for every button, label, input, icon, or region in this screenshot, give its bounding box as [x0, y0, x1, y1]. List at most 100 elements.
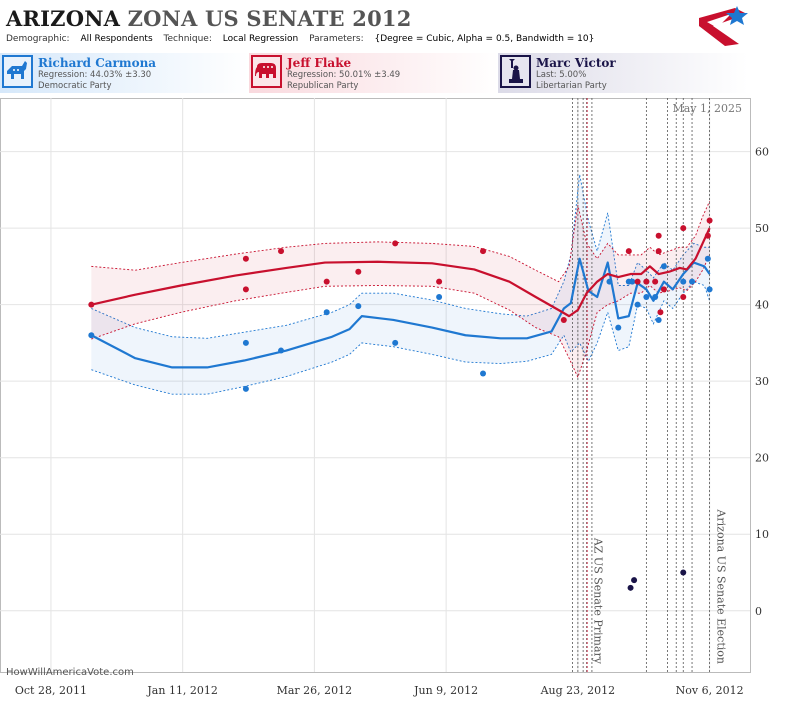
poll-point — [655, 248, 662, 255]
poll-point — [629, 278, 636, 285]
poll-point — [278, 347, 285, 354]
candidate-name: Jeff Flake — [287, 56, 352, 70]
poll-point — [606, 278, 613, 285]
polling-chart: AZ US Senate Primary Arizona US Senate El… — [0, 98, 769, 697]
poll-point — [242, 339, 249, 346]
poll-point — [652, 278, 659, 285]
parameters-line: Demographic: All Respondents Technique: … — [6, 34, 595, 44]
poll-point — [242, 286, 249, 293]
poll-point — [392, 240, 399, 247]
poll-point — [278, 248, 285, 255]
title-race: ZONA US SENATE 2012 — [127, 6, 412, 31]
poll-point — [436, 278, 443, 285]
poll-point — [88, 332, 95, 339]
poll-point — [706, 286, 713, 293]
site-credit: HowWillAmericaVote.com — [6, 667, 134, 678]
parameters-value: {Degree = Cubic, Alpha = 0.5, Bandwidth … — [374, 34, 595, 44]
regression-line — [90, 257, 711, 369]
poll-point — [660, 286, 667, 293]
x-tick-label: Jun 9, 2012 — [413, 684, 478, 697]
plot-frame — [0, 98, 751, 673]
candidate-party: Libertarian Party — [536, 81, 607, 91]
candidate-regression: Regression: 50.01% ±3.49 — [287, 70, 401, 80]
x-tick-label: Oct 28, 2011 — [15, 684, 87, 697]
poll-point — [680, 569, 687, 576]
band-lower-edge — [91, 254, 711, 379]
poll-point — [480, 370, 487, 377]
candidate-name: Marc Victor — [536, 56, 616, 70]
poll-point — [680, 278, 687, 285]
poll-point — [242, 255, 249, 262]
poll-point — [634, 301, 641, 308]
poll-point — [355, 303, 362, 310]
demographic-value: All Respondents — [80, 34, 153, 44]
poll-point — [660, 263, 667, 270]
star-logo-icon — [699, 6, 748, 46]
confidence-band — [91, 201, 710, 378]
y-tick-label: 0 — [755, 605, 762, 618]
title-state: ARIZONA — [6, 6, 121, 31]
x-tick-label: Mar 26, 2012 — [277, 684, 353, 697]
poll-point — [88, 301, 95, 308]
poll-point — [655, 316, 662, 323]
poll-point — [631, 577, 638, 584]
poll-point — [323, 309, 330, 316]
donkey-icon — [2, 55, 33, 88]
poll-point — [643, 278, 650, 285]
x-tick-label: Nov 6, 2012 — [676, 684, 744, 697]
confidence-bands — [91, 174, 711, 395]
y-tick-label: 30 — [755, 375, 769, 388]
regression-lines — [90, 227, 711, 369]
poll-point — [392, 339, 399, 346]
poll-point — [704, 232, 711, 239]
y-tick-label: 10 — [755, 528, 769, 541]
poll-point — [560, 316, 567, 323]
event-lines: AZ US Senate Primary Arizona US Senate El… — [572, 98, 728, 672]
statue-of-liberty-icon — [500, 55, 531, 88]
candidate-card-carmona[interactable]: Richard Carmona Regression: 44.03% ±3.30… — [0, 53, 250, 93]
event-label: Arizona US Senate Election — [715, 508, 728, 664]
y-tick-label: 60 — [755, 146, 769, 159]
candidate-card-victor[interactable]: Marc Victor Last: 5.00% Libertarian Part… — [498, 53, 748, 93]
candidate-regression: Regression: 44.03% ±3.30 — [38, 70, 152, 80]
y-tick-label: 50 — [755, 222, 769, 235]
poll-point — [615, 324, 622, 331]
poll-point — [627, 584, 634, 591]
poll-point — [680, 293, 687, 300]
candidate-cards: Richard Carmona Regression: 44.03% ±3.30… — [0, 53, 789, 93]
poll-points — [88, 217, 713, 591]
poll-point — [655, 232, 662, 239]
poll-point — [643, 293, 650, 300]
candidate-party: Democratic Party — [38, 81, 112, 91]
poll-point — [634, 278, 641, 285]
poll-point — [657, 309, 664, 316]
candidate-name: Richard Carmona — [38, 56, 157, 70]
regression-line — [91, 227, 711, 318]
confidence-band — [91, 174, 710, 395]
poll-point — [652, 293, 659, 300]
x-tick-label: Aug 23, 2012 — [540, 684, 616, 697]
poll-point — [689, 278, 696, 285]
candidate-card-flake[interactable]: Jeff Flake Regression: 50.01% ±3.49 Repu… — [249, 53, 499, 93]
poll-point — [242, 385, 249, 392]
poll-point — [704, 255, 711, 262]
poll-point — [355, 268, 362, 275]
poll-point — [323, 278, 330, 285]
poll-point — [480, 248, 487, 255]
y-tick-label: 40 — [755, 299, 769, 312]
date-label: May 1, 2025 — [672, 102, 742, 115]
poll-point — [680, 225, 687, 232]
grid-lines — [0, 98, 751, 673]
candidate-party: Republican Party — [287, 81, 359, 91]
event-label: AZ US Senate Primary — [592, 537, 605, 665]
band-upper-edge — [91, 201, 711, 283]
axes: 0 10 20 30 40 50 60 Oct 28, 2011 Jan 11, 2012 Mar… — [15, 102, 769, 697]
poll-point — [436, 293, 443, 300]
poll-point — [706, 217, 713, 224]
chart-title: ARIZONA ZONA US SENATE 2012 — [6, 6, 412, 31]
technique-value: Local Regression — [222, 34, 299, 44]
y-tick-label: 20 — [755, 452, 769, 465]
band-lower-edge — [91, 281, 711, 395]
x-tick-label: Jan 11, 2012 — [146, 684, 218, 697]
elephant-icon — [251, 55, 282, 88]
